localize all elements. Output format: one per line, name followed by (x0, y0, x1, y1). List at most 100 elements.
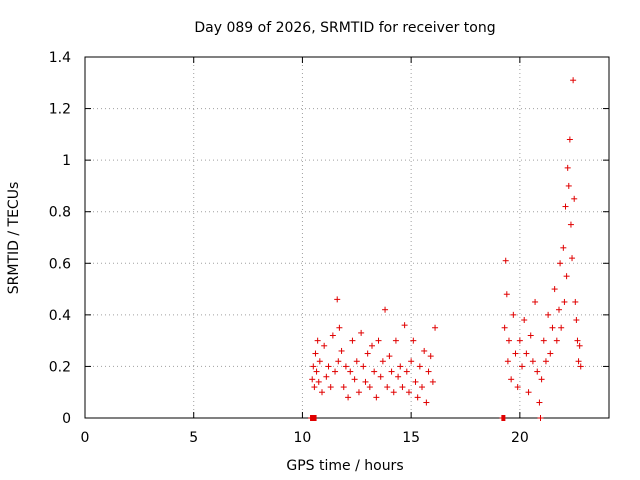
y-tick-label: 1 (62, 153, 71, 169)
data-point (338, 347, 345, 354)
data-point (312, 350, 319, 357)
data-point (549, 324, 556, 331)
data-point (558, 324, 565, 331)
data-point (510, 311, 517, 318)
data-point (557, 260, 564, 267)
data-point (432, 324, 439, 331)
data-point (529, 358, 536, 365)
data-point (416, 363, 423, 370)
data-point (505, 337, 512, 344)
y-axis-label: SRMTID / TECUs (6, 182, 22, 295)
data-point (571, 195, 578, 202)
data-point (508, 376, 515, 383)
data-point (386, 353, 393, 360)
data-point (536, 399, 543, 406)
data-point (563, 273, 570, 280)
data-point (384, 384, 391, 391)
data-point (538, 376, 545, 383)
data-point (382, 306, 389, 313)
x-tick-label: 0 (81, 430, 90, 446)
y-tick-label: 0.8 (49, 205, 71, 221)
data-point (366, 384, 373, 391)
data-point (314, 337, 321, 344)
data-point (340, 384, 347, 391)
data-point (421, 347, 428, 354)
data-point (577, 363, 584, 370)
data-point (351, 376, 358, 383)
x-tick-label: 5 (189, 430, 198, 446)
data-point (327, 384, 334, 391)
data-point (395, 373, 402, 380)
data-point (412, 378, 419, 385)
y-axis-tick-labels: 0 0.2 0.4 0.6 0.8 1 1.2 1.4 (49, 50, 71, 427)
data-point (512, 350, 519, 357)
data-point (315, 378, 322, 385)
data-point (574, 337, 581, 344)
data-point (576, 342, 583, 349)
y-tick-label: 0.2 (49, 359, 71, 375)
data-point (540, 337, 547, 344)
data-point (310, 363, 317, 370)
data-point (390, 389, 397, 396)
data-point (388, 368, 395, 375)
data-point (419, 384, 426, 391)
data-point (355, 389, 362, 396)
data-point (349, 337, 356, 344)
data-point (329, 332, 336, 339)
data-point (414, 394, 421, 401)
data-point (362, 378, 369, 385)
data-point (429, 378, 436, 385)
data-point (334, 296, 341, 303)
data-point (427, 353, 434, 360)
x-axis-tick-labels: 0 5 10 15 20 (81, 430, 529, 446)
data-point (347, 368, 354, 375)
plot-frame (84, 56, 610, 419)
data-point (313, 368, 320, 375)
data-point (373, 394, 380, 401)
data-point (566, 136, 573, 143)
data-point (397, 363, 404, 370)
x-tick-label: 15 (402, 430, 420, 446)
y-tick-label: 0 (62, 411, 71, 427)
y-tick-label: 0.6 (49, 256, 71, 272)
data-point (325, 363, 332, 370)
data-point (523, 350, 530, 357)
data-point (321, 342, 328, 349)
data-point (514, 384, 521, 391)
data-point (403, 368, 410, 375)
data-point (564, 164, 571, 171)
data-point (335, 358, 342, 365)
data-point (408, 358, 415, 365)
data-point (499, 415, 506, 421)
gridlines (85, 57, 609, 418)
data-point (332, 368, 339, 375)
data-point (364, 350, 371, 357)
data-point (369, 342, 376, 349)
data-point (323, 373, 330, 380)
data-point (569, 255, 576, 262)
data-point (567, 221, 574, 228)
data-point (316, 358, 323, 365)
data-point (547, 350, 554, 357)
data-point (425, 368, 432, 375)
data-point (311, 384, 318, 391)
data-point (565, 182, 572, 189)
x-tick-label: 20 (511, 430, 529, 446)
data-point (377, 373, 384, 380)
data-point (570, 77, 577, 84)
data-point (401, 322, 408, 329)
data-point (562, 203, 569, 210)
axis-ticks (84, 56, 609, 419)
data-point (521, 317, 528, 324)
data-point (501, 324, 508, 331)
data-point (573, 317, 580, 324)
data-point (553, 337, 560, 344)
data-point (555, 306, 562, 313)
data-point (545, 311, 552, 318)
data-point (342, 363, 349, 370)
data-point (379, 358, 386, 365)
data-point (532, 298, 539, 305)
data-point (423, 399, 430, 406)
data-point (560, 244, 567, 251)
